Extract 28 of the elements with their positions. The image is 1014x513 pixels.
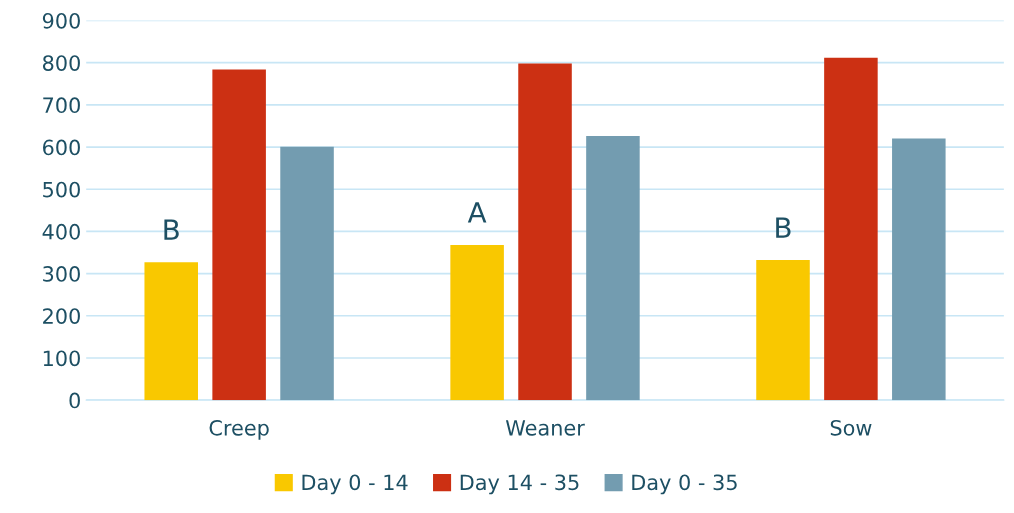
legend-label: Day 0 - 35 [632, 474, 737, 495]
bar [450, 244, 504, 401]
bar [824, 57, 878, 401]
bar [518, 63, 572, 401]
x-tick-label: Sow [830, 419, 872, 436]
y-tick-label: 0 [69, 392, 80, 409]
annotation: B [776, 217, 791, 238]
y-tick-label: 500 [43, 181, 80, 198]
bar [586, 136, 640, 401]
y-tick-label: 700 [43, 97, 80, 114]
y-tick-label: 900 [42, 12, 80, 29]
y-tick-label: 300 [43, 266, 80, 282]
legend-label: Day 0 - 14 [302, 474, 408, 495]
bar [756, 260, 810, 401]
y-tick-label: 200 [43, 308, 80, 324]
bar [892, 138, 946, 401]
annotation: B [164, 219, 179, 240]
annotation: A [467, 202, 487, 223]
bar [280, 146, 334, 401]
x-tick-label: Weaner [505, 420, 585, 436]
bar [144, 262, 198, 401]
y-tick-label: 400 [42, 223, 80, 240]
bar [212, 69, 266, 401]
y-tick-label: 600 [43, 139, 80, 156]
x-tick-label: Creep [209, 419, 269, 440]
y-tick-label: 100 [43, 350, 80, 367]
y-tick-label: 800 [42, 55, 80, 71]
legend-label: Day 14 - 35 [460, 474, 579, 495]
